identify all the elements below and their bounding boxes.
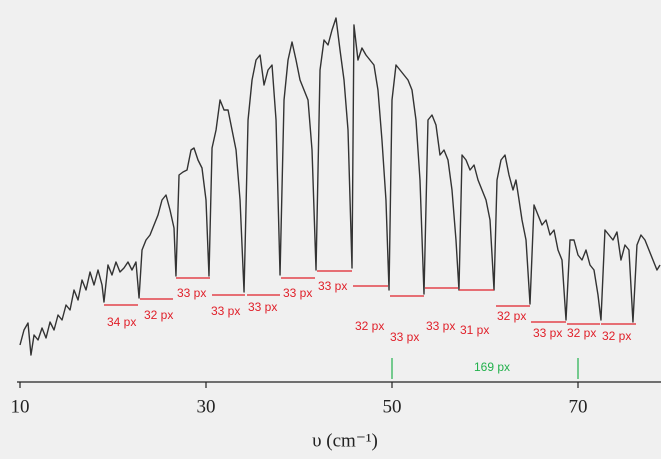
measure-label: 34 px xyxy=(107,315,136,329)
measure-label: 32 px xyxy=(497,309,526,323)
x-axis-label: υ (cm⁻¹) xyxy=(312,430,378,451)
measure-label: 32 px xyxy=(602,329,631,343)
measure-label: 33 px xyxy=(177,286,206,300)
measure-label: 32 px xyxy=(144,308,173,322)
measure-label: 33 px xyxy=(248,300,277,314)
measure-label: 31 px xyxy=(460,323,489,337)
x-tick-label: 30 xyxy=(197,396,216,417)
measure-label: 32 px xyxy=(355,319,384,333)
reference-label: 169 px xyxy=(474,360,510,374)
measure-label: 33 px xyxy=(283,286,312,300)
measure-label: 33 px xyxy=(211,304,240,318)
x-tick-label: 70 xyxy=(569,396,588,417)
x-tick-label: 50 xyxy=(383,396,402,417)
spectrum-line xyxy=(19,17,661,356)
measure-label: 33 px xyxy=(533,326,562,340)
x-tick-label: 10 xyxy=(11,396,30,417)
measure-label: 33 px xyxy=(426,319,455,333)
measure-label: 33 px xyxy=(318,279,347,293)
measure-label: 33 px xyxy=(390,330,419,344)
measure-label: 32 px xyxy=(567,326,596,340)
